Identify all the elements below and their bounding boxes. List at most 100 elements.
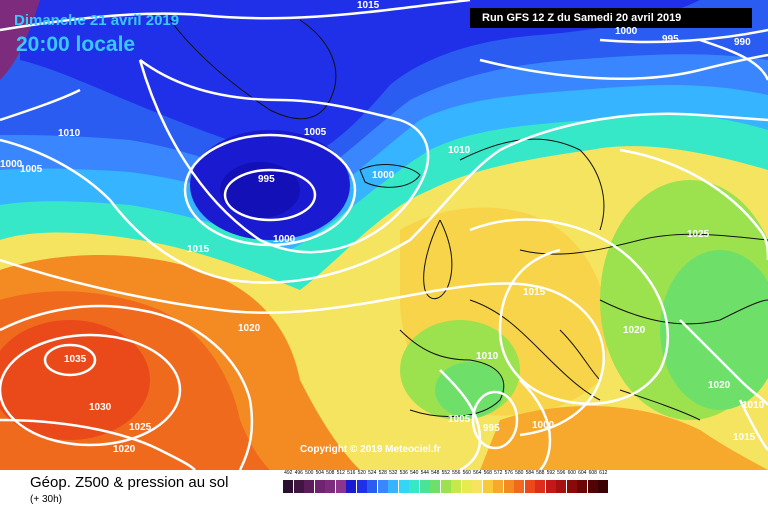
isobar-label: 1010 bbox=[448, 145, 471, 156]
color-scale-tick-label: 548 bbox=[431, 470, 440, 476]
isobar-label: 1005 bbox=[448, 414, 471, 425]
product-title: Géop. Z500 & pression au sol bbox=[30, 474, 229, 491]
color-scale-cell bbox=[566, 480, 577, 493]
isobar-label: 1000 bbox=[0, 159, 23, 170]
color-scale-cell bbox=[587, 480, 598, 493]
color-scale-tick-label: 504 bbox=[315, 470, 324, 476]
color-scale-cell bbox=[346, 480, 356, 493]
color-scale-tick-label: 552 bbox=[441, 470, 450, 476]
color-scale-tick-label: 584 bbox=[525, 470, 534, 476]
color-scale-cell bbox=[293, 480, 304, 493]
isobar-label: 1010 bbox=[476, 351, 499, 362]
isobar-label: 1000 bbox=[615, 26, 638, 37]
isobar-label: 1020 bbox=[708, 380, 731, 391]
color-scale-bar bbox=[283, 480, 609, 493]
isobar-label: 995 bbox=[258, 174, 275, 185]
run-info-banner: Run GFS 12 Z du Samedi 20 avril 2019 bbox=[470, 8, 752, 28]
geopotential-field bbox=[0, 0, 768, 470]
color-scale-tick-label: 516 bbox=[347, 470, 356, 476]
isobar-label: 1015 bbox=[187, 244, 210, 255]
isobar-label: 1025 bbox=[129, 422, 152, 433]
color-scale-cell bbox=[461, 480, 472, 493]
color-scale-cell bbox=[430, 480, 440, 493]
isobar-label: 995 bbox=[662, 34, 679, 45]
color-scale-tick-label: 600 bbox=[567, 470, 576, 476]
color-scale-tick-label: 520 bbox=[357, 470, 366, 476]
color-scale-tick-label: 592 bbox=[546, 470, 555, 476]
isobar-label: 1010 bbox=[742, 400, 765, 411]
isobar-label: 1000 bbox=[273, 234, 296, 245]
color-scale-tick-label: 512 bbox=[336, 470, 345, 476]
color-scale-tick-label: 588 bbox=[536, 470, 545, 476]
color-scale-cell bbox=[388, 480, 398, 493]
copyright-text: Copyright © 2019 Meteociel.fr bbox=[300, 444, 441, 455]
color-scale-tick-label: 572 bbox=[494, 470, 503, 476]
color-scale-tick-label: 544 bbox=[420, 470, 429, 476]
color-scale-tick-label: 492 bbox=[284, 470, 293, 476]
color-scale-cell bbox=[577, 480, 587, 493]
isobar-label: 1005 bbox=[304, 127, 327, 138]
color-scale-tick-label: 556 bbox=[452, 470, 461, 476]
local-time: 20:00 locale bbox=[16, 33, 136, 56]
color-scale-tick-label: 576 bbox=[504, 470, 513, 476]
color-scale-tick-label: 612 bbox=[599, 470, 608, 476]
color-scale-tick-label: 604 bbox=[578, 470, 587, 476]
color-scale-cell bbox=[283, 480, 293, 493]
color-scale-cell bbox=[367, 480, 377, 493]
color-scale-cell bbox=[503, 480, 514, 493]
color-scale-cell bbox=[325, 480, 335, 493]
color-scale-cell bbox=[524, 480, 535, 493]
color-scale-tick-label: 580 bbox=[515, 470, 524, 476]
color-scale-cell bbox=[356, 480, 367, 493]
color-scale-tick-label: 560 bbox=[462, 470, 471, 476]
isobar-label: 1015 bbox=[733, 432, 756, 443]
weather-map: Dimanche 21 avril 2019 20:00 locale Run … bbox=[0, 0, 768, 470]
color-scale-cell bbox=[398, 480, 409, 493]
color-scale-tick-label: 540 bbox=[410, 470, 419, 476]
color-scale-cell bbox=[493, 480, 503, 493]
color-scale-cell bbox=[335, 480, 346, 493]
color-scale-cell bbox=[556, 480, 566, 493]
color-scale-cell bbox=[377, 480, 388, 493]
color-scale-tick-label: 568 bbox=[483, 470, 492, 476]
isobar-label: 1000 bbox=[532, 420, 555, 431]
color-scale-cell bbox=[598, 480, 608, 493]
color-scale-tick-label: 564 bbox=[473, 470, 482, 476]
color-scale-cell bbox=[451, 480, 461, 493]
isobar-label: 1010 bbox=[58, 128, 81, 139]
isobar-label: 1000 bbox=[372, 170, 395, 181]
color-scale-cell bbox=[514, 480, 524, 493]
lead-time: (+ 30h) bbox=[30, 494, 62, 505]
isobar-label: 1020 bbox=[623, 325, 646, 336]
color-scale-tick-label: 524 bbox=[368, 470, 377, 476]
color-scale-cell bbox=[472, 480, 482, 493]
color-scale-tick-label: 596 bbox=[557, 470, 566, 476]
isobar-label: 1015 bbox=[357, 0, 380, 11]
color-scale-tick-label: 508 bbox=[326, 470, 335, 476]
color-scale-ticks: 492 496 500 504 508 512 516 520 524 528 532 536 540 5… bbox=[283, 470, 609, 476]
color-scale-tick-label: 608 bbox=[588, 470, 597, 476]
color-scale-cell bbox=[482, 480, 493, 493]
color-scale-tick-label: 500 bbox=[305, 470, 314, 476]
isobar-label: 1030 bbox=[89, 402, 112, 413]
isobar-label: 1020 bbox=[238, 323, 261, 334]
color-scale-cell bbox=[419, 480, 430, 493]
isobar-label: 1015 bbox=[523, 287, 546, 298]
color-scale-cell bbox=[440, 480, 451, 493]
color-scale-tick-label: 528 bbox=[378, 470, 387, 476]
color-scale-tick-label: 496 bbox=[294, 470, 303, 476]
isobar-label: 1025 bbox=[687, 229, 710, 240]
legend-footer: Géop. Z500 & pression au sol (+ 30h) 492… bbox=[0, 470, 768, 512]
isobar-label: 1020 bbox=[113, 444, 136, 455]
color-scale-cell bbox=[314, 480, 325, 493]
valid-date: Dimanche 21 avril 2019 bbox=[14, 12, 180, 29]
color-scale-cell bbox=[304, 480, 314, 493]
color-scale-cell bbox=[535, 480, 545, 493]
color-scale-cell bbox=[545, 480, 556, 493]
color-scale-tick-label: 536 bbox=[399, 470, 408, 476]
isobar-label: 990 bbox=[734, 37, 751, 48]
isobar-label: 1005 bbox=[20, 164, 43, 175]
isobar-label: 995 bbox=[483, 423, 500, 434]
color-scale-tick-label: 532 bbox=[389, 470, 398, 476]
color-scale-cell bbox=[409, 480, 419, 493]
